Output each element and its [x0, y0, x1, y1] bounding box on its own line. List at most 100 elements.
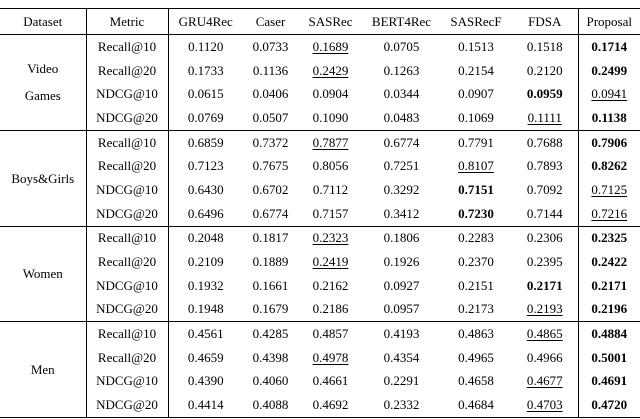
value-cell-gru4rec: 0.0615: [187, 86, 224, 102]
table-row: NDCG@20 0.1948 0.1679 0.2186 0.0957 0.2173 0.2…: [0, 297, 640, 322]
value-cell-sasrecf: 0.2173: [458, 301, 494, 317]
dataset-label-line: Games: [24, 88, 61, 104]
value-cell-gru4rec: 0.4390: [187, 373, 224, 389]
metric-cell: Recall@10: [86, 33, 169, 59]
value-cell-bert4rec: 0.6774: [363, 129, 440, 155]
value-cell-sasrecf: 0.2370: [458, 254, 494, 270]
value-cell-bert4rec: 0.0483: [383, 109, 420, 125]
value-cell-bert4rec: 0.7251: [383, 158, 420, 174]
value-cell-bert4rec: 0.2291: [383, 373, 420, 389]
value-cell-proposal: 0.1138: [577, 106, 640, 131]
metric-cell: Recall@10: [86, 129, 169, 155]
dataset-label: Women: [0, 225, 87, 322]
value-cell-bert4rec: 0.2332: [383, 397, 420, 413]
value-cell-fdsa: 0.1111: [527, 109, 562, 125]
value-cell-bert4rec: 0.1263: [383, 62, 420, 78]
value-cell-proposal: 0.4884: [577, 321, 640, 346]
value-cell-sasrecf: 0.7230: [458, 205, 494, 221]
value-cell-sasrecf: 0.7151: [458, 181, 494, 197]
value-cell-caser: 0.4398: [252, 349, 289, 365]
value-cell-bert4rec: 0.3412: [383, 205, 420, 221]
value-cell-proposal: 0.8262: [577, 154, 640, 179]
value-cell-bert4rec: 0.0957: [383, 301, 420, 317]
value-cell-sasrec: 0.2429: [312, 62, 349, 78]
value-cell-proposal: 0.5001: [577, 345, 640, 370]
col-header-caser: Caser: [243, 8, 298, 35]
value-cell-fdsa: 0.2306: [512, 225, 578, 251]
table-row: NDCG@10 0.0615 0.0406 0.0904 0.0344 0.0907 0.0…: [0, 82, 640, 107]
table-row: Recall@20 0.1733 0.1136 0.2429 0.1263 0.2154 0…: [0, 58, 640, 83]
value-cell-sasrecf: 0.4965: [458, 349, 494, 365]
value-cell-caser: 0.1661: [252, 277, 289, 293]
value-cell-sasrec: 0.1689: [298, 33, 363, 59]
table-row: Recall@20 0.7123 0.7675 0.8056 0.7251 0.8107 0…: [0, 154, 640, 179]
value-cell-bert4rec: 0.1926: [383, 254, 420, 270]
value-cell-fdsa: 0.4966: [526, 349, 563, 365]
value-cell-fdsa: 0.4703: [526, 397, 563, 413]
metric-cell: Recall@20: [86, 250, 169, 274]
value-cell-proposal: 0.7906: [577, 129, 640, 155]
metric-cell: NDCG@10: [86, 178, 169, 202]
value-cell-fdsa: 0.7144: [526, 205, 563, 221]
metric-cell: NDCG@10: [86, 273, 169, 298]
metric-cell: Recall@20: [86, 345, 169, 370]
table-row: Video Games Recall@10 0.1120 0.0733 0.1689 0.0…: [0, 33, 640, 131]
value-cell-sasrec: 0.2419: [312, 254, 349, 270]
value-cell-gru4rec: 0.6430: [187, 181, 224, 197]
metric-cell: Recall@10: [86, 321, 169, 346]
value-cell-bert4rec: 0.1806: [363, 225, 440, 251]
col-header-bert4rec: BERT4Rec: [363, 8, 440, 35]
value-cell-sasrec: 0.2186: [312, 301, 349, 317]
value-cell-caser: 0.7372: [243, 129, 298, 155]
table-row: Men Recall@10 0.4561 0.4285 0.4857 0.4193 0.48…: [0, 321, 640, 418]
value-cell-sasrec: 0.4661: [312, 373, 349, 389]
value-cell-proposal: 0.4691: [577, 369, 640, 394]
value-cell-sasrecf: 0.0907: [458, 86, 494, 102]
metric-cell: NDCG@10: [86, 82, 169, 107]
value-cell-caser: 0.6702: [252, 181, 289, 197]
value-cell-fdsa: 0.2171: [526, 277, 563, 293]
value-cell-fdsa: 0.4677: [526, 373, 563, 389]
value-cell-sasrec: 0.7157: [312, 205, 349, 221]
metric-cell: NDCG@10: [86, 369, 169, 394]
value-cell-fdsa: 0.2193: [526, 301, 563, 317]
value-cell-gru4rec: 0.2048: [168, 225, 243, 251]
value-cell-gru4rec: 0.6496: [187, 205, 224, 221]
value-cell-gru4rec: 0.4414: [187, 397, 224, 413]
value-cell-sasrecf: 0.4658: [458, 373, 494, 389]
value-cell-gru4rec: 0.2109: [187, 254, 224, 270]
value-cell-sasrec: 0.4857: [298, 321, 363, 346]
value-cell-gru4rec: 0.1948: [187, 301, 224, 317]
col-header-gru4rec: GRU4Rec: [168, 8, 243, 35]
value-cell-bert4rec: 0.0705: [363, 33, 440, 59]
header-row: Dataset Metric GRU4Rec Caser SASRec BERT…: [0, 8, 640, 35]
table-row: Boys&Girls Recall@10 0.6859 0.7372 0.7877 0.6…: [0, 129, 640, 226]
value-cell-sasrecf: 0.2154: [458, 62, 494, 78]
value-cell-proposal: 0.7216: [577, 201, 640, 226]
value-cell-caser: 0.4060: [252, 373, 289, 389]
value-cell-sasrec: 0.4692: [312, 397, 349, 413]
table-row: NDCG@20 0.4414 0.4088 0.4692 0.2332 0.4684 0.4…: [0, 393, 640, 418]
metric-cell: Recall@10: [86, 225, 169, 251]
dataset-label: Boys&Girls: [0, 129, 87, 226]
col-header-proposal: Proposal: [577, 8, 640, 35]
value-cell-caser: 0.7675: [252, 158, 289, 174]
value-cell-proposal: 0.2422: [577, 250, 640, 274]
value-cell-proposal: 0.2499: [577, 58, 640, 83]
dataset-label: Video Games: [0, 34, 87, 131]
table-row: Women Recall@10 0.2048 0.1817 0.2323 0.1806 0.…: [0, 225, 640, 322]
value-cell-proposal: 0.2196: [577, 297, 640, 322]
value-cell-fdsa: 0.4865: [512, 321, 578, 346]
table-row: NDCG@10 0.6430 0.6702 0.7112 0.3292 0.7151 0.7…: [0, 178, 640, 202]
value-cell-sasrecf: 0.4863: [440, 321, 512, 346]
value-cell-gru4rec: 0.0769: [187, 109, 224, 125]
table-row: NDCG@10 0.1932 0.1661 0.2162 0.0927 0.2151 0.2…: [0, 273, 640, 298]
value-cell-fdsa: 0.7893: [526, 158, 563, 174]
table-row: NDCG@20 0.0769 0.0507 0.1090 0.0483 0.1069 0.1…: [0, 106, 640, 131]
table-row: Recall@20 0.4659 0.4398 0.4978 0.4354 0.4965 0…: [0, 345, 640, 370]
value-cell-caser: 0.0406: [252, 86, 289, 102]
value-cell-sasrecf: 0.7791: [440, 129, 512, 155]
value-cell-gru4rec: 0.1932: [187, 277, 224, 293]
value-cell-gru4rec: 0.4561: [168, 321, 243, 346]
value-cell-fdsa: 0.7092: [526, 181, 563, 197]
